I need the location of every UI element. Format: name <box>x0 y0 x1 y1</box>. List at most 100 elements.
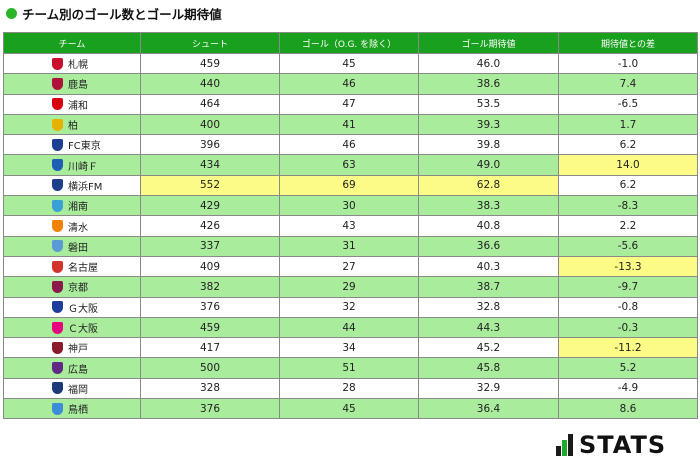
xg-cell: 40.3 <box>418 255 559 278</box>
diff-cell: -6.5 <box>558 93 698 115</box>
table-row: 清水 426 43 40.8 2.2 <box>3 215 698 237</box>
table-row: 鳥栖 376 45 36.4 8.6 <box>3 398 698 420</box>
team-name: Ｃ大阪 <box>68 324 98 335</box>
shots-cell: 409 <box>140 255 280 278</box>
team-name: 名古屋 <box>68 263 98 275</box>
goals-table: チーム シュート ゴール（O.G. を除く） ゴール期待値 期待値との差 札幌 4… <box>3 32 698 420</box>
table-row: 鹿島 440 46 38.6 7.4 <box>3 73 698 95</box>
diff-cell: -0.8 <box>558 296 698 318</box>
shots-cell: 459 <box>140 52 280 75</box>
shots-cell: 429 <box>140 195 280 217</box>
team-name: 札幌 <box>68 60 88 72</box>
xg-cell: 45.2 <box>418 337 559 359</box>
xg-cell: 44.3 <box>418 316 559 339</box>
shots-cell: 328 <box>140 377 280 400</box>
shots-cell: 417 <box>140 337 280 359</box>
shots-cell: 382 <box>140 276 280 298</box>
table-row: 神戸 417 34 45.2 -11.2 <box>3 337 698 359</box>
table-header-row: チーム シュート ゴール（O.G. を除く） ゴール期待値 期待値との差 <box>3 32 698 54</box>
table-row: 磐田 337 31 36.6 -5.6 <box>3 235 698 257</box>
team-crest-icon <box>52 220 63 233</box>
goals-cell: 45 <box>279 398 419 420</box>
team-crest-icon <box>52 260 63 273</box>
goals-cell: 43 <box>279 215 419 237</box>
table-row: 柏 400 41 39.3 1.7 <box>3 113 698 136</box>
goals-cell: 45 <box>279 52 419 75</box>
team-crest-icon <box>52 301 63 314</box>
team-crest-icon <box>52 138 63 151</box>
diff-cell: -8.3 <box>558 195 698 217</box>
diff-cell: -5.6 <box>558 235 698 257</box>
xg-cell: 38.6 <box>418 73 559 95</box>
xg-cell: 39.8 <box>418 134 559 156</box>
team-name: 神戸 <box>68 344 88 356</box>
table-row: 浦和 464 47 53.5 -6.5 <box>3 93 698 115</box>
team-crest-icon <box>52 159 63 172</box>
goals-cell: 44 <box>279 316 419 339</box>
team-name: 磐田 <box>68 242 88 254</box>
diff-cell: 7.4 <box>558 73 698 95</box>
xg-cell: 38.7 <box>418 276 559 298</box>
goals-cell: 30 <box>279 195 419 217</box>
team-crest-icon <box>52 382 63 395</box>
table-row: 札幌 459 45 46.0 -1.0 <box>3 52 698 75</box>
team-cell: 鹿島 <box>3 73 141 95</box>
diff-cell: 8.6 <box>558 398 698 420</box>
shots-cell: 426 <box>140 215 280 237</box>
team-cell: FC東京 <box>3 134 141 156</box>
xg-cell: 36.4 <box>418 398 559 420</box>
goals-cell: 31 <box>279 235 419 257</box>
team-crest-icon <box>52 362 63 375</box>
goals-cell: 27 <box>279 255 419 278</box>
team-cell: Ｃ大阪 <box>3 316 141 339</box>
team-crest-icon <box>52 402 63 415</box>
team-crest-icon <box>52 321 63 334</box>
team-crest-icon <box>52 118 63 131</box>
team-cell: 札幌 <box>3 52 141 75</box>
stats-logo-bars-icon <box>556 434 574 456</box>
xg-cell: 36.6 <box>418 235 559 257</box>
goals-cell: 51 <box>279 357 419 379</box>
team-cell: 京都 <box>3 276 141 298</box>
xg-cell: 45.8 <box>418 357 559 379</box>
team-crest-icon <box>52 341 63 354</box>
stats-logo: STATS <box>556 431 666 459</box>
xg-cell: 40.8 <box>418 215 559 237</box>
team-name: 川崎Ｆ <box>68 161 98 173</box>
table-body: 札幌 459 45 46.0 -1.0 鹿島 440 46 38.6 7.4 浦和 464 47 53.5… <box>3 52 698 420</box>
shots-cell: 464 <box>140 93 280 115</box>
xg-cell: 38.3 <box>418 195 559 217</box>
header-diff: 期待値との差 <box>558 32 698 54</box>
diff-cell: 2.2 <box>558 215 698 237</box>
team-crest-icon <box>52 57 63 70</box>
table-row: 広島 500 51 45.8 5.2 <box>3 357 698 379</box>
team-cell: 湘南 <box>3 195 141 217</box>
team-cell: 磐田 <box>3 235 141 257</box>
team-name: 浦和 <box>68 100 88 112</box>
team-cell: 鳥栖 <box>3 398 141 420</box>
header-goals: ゴール（O.G. を除く） <box>279 32 419 54</box>
diff-cell: 5.2 <box>558 357 698 379</box>
xg-cell: 46.0 <box>418 52 559 75</box>
xg-cell: 32.9 <box>418 377 559 400</box>
table-row: 福岡 328 28 32.9 -4.9 <box>3 377 698 400</box>
diff-cell: 6.2 <box>558 134 698 156</box>
goals-cell: 32 <box>279 296 419 318</box>
team-crest-icon <box>52 77 63 90</box>
shots-cell: 376 <box>140 296 280 318</box>
table-row: Ｇ大阪 376 32 32.8 -0.8 <box>3 296 698 318</box>
team-name: Ｇ大阪 <box>68 303 98 315</box>
diff-cell: -13.3 <box>558 255 698 278</box>
diff-cell: -1.0 <box>558 52 698 75</box>
goals-cell: 28 <box>279 377 419 400</box>
header-shots: シュート <box>140 32 280 54</box>
goals-cell: 63 <box>279 154 419 176</box>
team-cell: 神戸 <box>3 337 141 359</box>
table-row: 横浜FM 552 69 62.8 6.2 <box>3 174 698 197</box>
goals-cell: 29 <box>279 276 419 298</box>
table-row: Ｃ大阪 459 44 44.3 -0.3 <box>3 316 698 339</box>
team-cell: 清水 <box>3 215 141 237</box>
xg-cell: 32.8 <box>418 296 559 318</box>
shots-cell: 440 <box>140 73 280 95</box>
shots-cell: 434 <box>140 154 280 176</box>
